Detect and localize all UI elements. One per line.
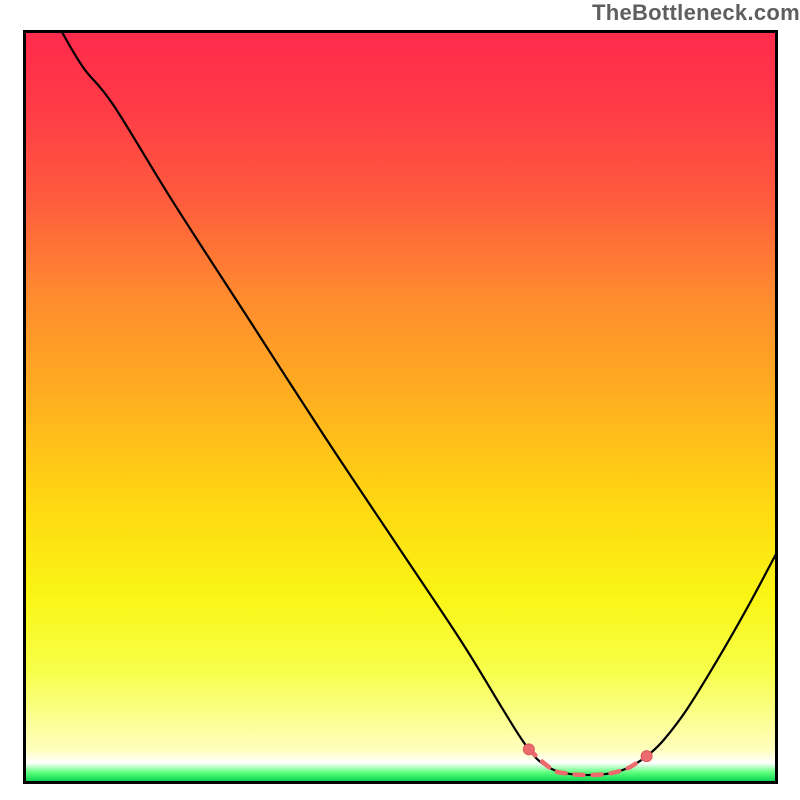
watermark-text: TheBottleneck.com <box>592 0 800 26</box>
marker-dot <box>523 744 534 755</box>
marker-dot <box>641 751 652 762</box>
chart-svg <box>23 30 778 784</box>
plot-area <box>23 30 778 784</box>
chart-stage: TheBottleneck.com <box>0 0 800 800</box>
